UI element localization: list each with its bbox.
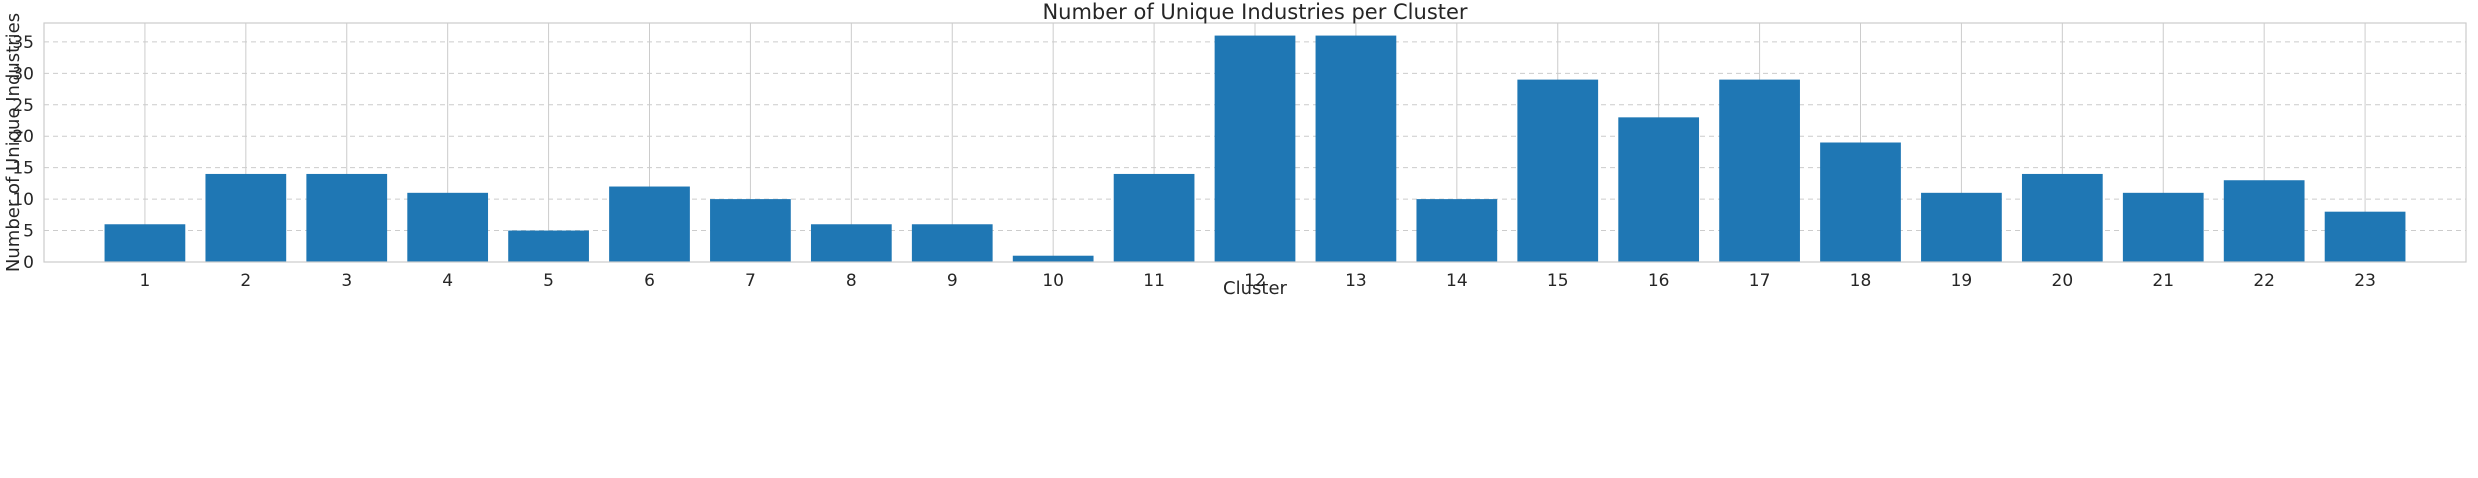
x-tick-label: 17 bbox=[1749, 271, 1771, 291]
x-tick-label: 3 bbox=[341, 271, 352, 291]
x-tick-label: 23 bbox=[2354, 271, 2376, 291]
bar-cluster-14 bbox=[1416, 199, 1498, 262]
bar-cluster-9 bbox=[911, 224, 993, 262]
bar-cluster-10 bbox=[1012, 255, 1094, 262]
y-tick-label: 35 bbox=[12, 33, 34, 53]
bar-cluster-1 bbox=[104, 224, 186, 262]
y-tick-label: 15 bbox=[12, 159, 34, 179]
y-tick-label: 0 bbox=[23, 253, 34, 273]
x-tick-labels: 1 2 3 4 5 6 7 8 9 10 11 12 13 14 15 16 17 18 19 20 21 22 23 bbox=[140, 271, 2376, 291]
bar-cluster-22 bbox=[2223, 180, 2305, 262]
y-tick-label: 20 bbox=[12, 127, 34, 147]
x-tick-label: 19 bbox=[1951, 271, 1973, 291]
x-tick-label: 22 bbox=[2253, 271, 2275, 291]
bar-cluster-13 bbox=[1315, 35, 1397, 262]
bar-cluster-7 bbox=[710, 199, 791, 262]
x-tick-label: 18 bbox=[1850, 271, 1872, 291]
bar-cluster-8 bbox=[810, 224, 892, 262]
bar-cluster-20 bbox=[2021, 173, 2103, 262]
x-tick-label: 12 bbox=[1244, 271, 1266, 291]
x-tick-label: 6 bbox=[644, 271, 655, 291]
bar-cluster-11 bbox=[1113, 173, 1195, 262]
x-tick-label: 7 bbox=[745, 271, 756, 291]
chart-title: Number of Unique Industries per Cluster bbox=[1042, 0, 1467, 24]
bar-cluster-16 bbox=[1618, 117, 1700, 262]
bar-cluster-6 bbox=[609, 186, 690, 262]
x-tick-label: 20 bbox=[2052, 271, 2074, 291]
y-tick-label: 10 bbox=[12, 190, 34, 210]
bar-cluster-23 bbox=[2324, 211, 2406, 262]
x-tick-label: 2 bbox=[240, 271, 251, 291]
plot-frame bbox=[43, 22, 2467, 263]
y-tick-labels: 0 5 10 15 20 25 30 35 bbox=[12, 33, 34, 273]
bar-cluster-17 bbox=[1719, 79, 1800, 263]
bar-cluster-19 bbox=[1921, 192, 2002, 262]
x-tick-label: 9 bbox=[947, 271, 958, 291]
x-tick-label: 14 bbox=[1446, 271, 1468, 291]
x-tick-label: 16 bbox=[1648, 271, 1670, 291]
y-axis-label: Number of Unique Industries bbox=[3, 13, 24, 272]
x-axis-label: Cluster bbox=[1223, 278, 1287, 299]
bar-cluster-2 bbox=[205, 173, 287, 262]
x-tick-label: 21 bbox=[2152, 271, 2174, 291]
y-tick-label: 25 bbox=[12, 96, 34, 116]
bar-cluster-15 bbox=[1517, 79, 1599, 263]
bars bbox=[104, 35, 2406, 263]
x-tick-label: 15 bbox=[1547, 271, 1569, 291]
x-tick-label: 8 bbox=[846, 271, 857, 291]
y-tick-label: 5 bbox=[23, 222, 34, 242]
x-tick-label: 1 bbox=[140, 271, 151, 291]
x-tick-label: 10 bbox=[1042, 271, 1064, 291]
bar-cluster-12 bbox=[1214, 35, 1296, 262]
bar-cluster-3 bbox=[306, 173, 388, 262]
bar-cluster-21 bbox=[2122, 192, 2204, 262]
bar-cluster-18 bbox=[1820, 142, 1901, 262]
y-tick-label: 30 bbox=[12, 64, 34, 84]
x-tick-label: 5 bbox=[543, 271, 554, 291]
bar-cluster-4 bbox=[407, 192, 489, 262]
bar-cluster-5 bbox=[508, 230, 589, 262]
x-tick-label: 11 bbox=[1143, 271, 1165, 291]
x-tick-label: 13 bbox=[1345, 271, 1367, 291]
x-tick-label: 4 bbox=[442, 271, 453, 291]
